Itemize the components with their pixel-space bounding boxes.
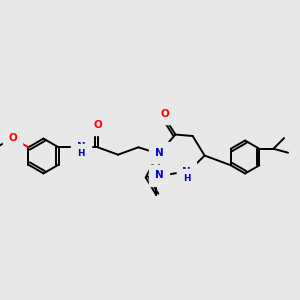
Text: N: N (182, 167, 191, 177)
Text: N: N (155, 170, 164, 180)
Text: H: H (183, 174, 190, 183)
Text: O: O (8, 133, 17, 143)
Text: H: H (77, 149, 85, 158)
Text: O: O (160, 109, 169, 118)
Text: N: N (77, 142, 85, 152)
Text: N: N (155, 148, 164, 158)
Text: O: O (93, 120, 102, 130)
